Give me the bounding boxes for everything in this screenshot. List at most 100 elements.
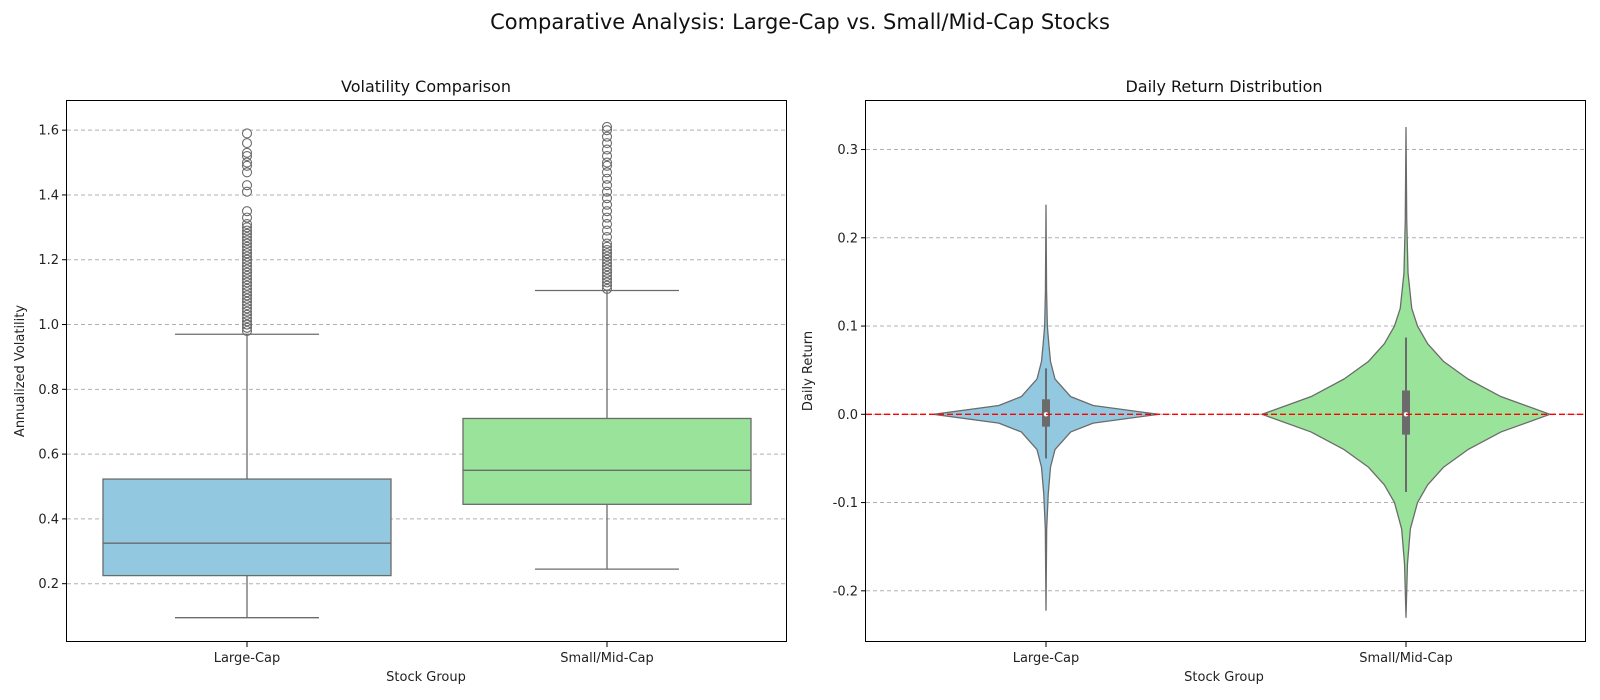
large-cap-outlier-point: [241, 186, 253, 197]
large-cap-outlier-point: [241, 303, 253, 314]
large-cap-outlier-point: [241, 261, 253, 272]
large-cap-outlier-point: [241, 167, 253, 178]
returns-panel-title: Daily Return Distribution: [1125, 77, 1322, 96]
large-cap-outlier-point: [241, 306, 253, 317]
small-mid-cap-outlier-point: [601, 270, 613, 281]
volatility-y-ticks: 0.2 0.4 0.6 0.8 1.0 1.2 1.4 1.6: [38, 124, 67, 592]
small-mid-cap-outlier-point: [601, 167, 613, 178]
large-cap-outlier-point: [241, 222, 253, 233]
large-cap-outlier-point: [241, 316, 253, 327]
large-cap-box-group: [102, 128, 392, 619]
x-tick-label: Large-Cap: [214, 651, 281, 666]
large-cap-outlier-point: [241, 228, 253, 239]
large-cap-outlier-point: [241, 270, 253, 281]
small-mid-cap-outlier-point: [601, 277, 613, 288]
large-cap-outlier-point: [241, 160, 253, 171]
large-cap-outlier-point: [241, 241, 253, 252]
large-cap-outlier-point: [241, 180, 253, 191]
volatility-x-axis-label: Stock Group: [386, 670, 466, 685]
small-mid-cap-outlier-point: [601, 261, 613, 272]
y-tick-label: 0.0: [837, 408, 858, 423]
small-mid-cap-outlier-point: [601, 274, 613, 285]
small-mid-cap-outlier-point: [601, 232, 613, 243]
y-tick-label: 1.0: [38, 318, 59, 333]
small-mid-cap-outlier-point: [601, 199, 613, 210]
y-tick-label: 0.8: [38, 383, 59, 398]
small-mid-cap-outlier-point: [601, 283, 613, 294]
volatility-panel-title: Volatility Comparison: [341, 77, 511, 96]
small-mid-cap-outlier-point: [601, 144, 613, 155]
small-mid-cap-outlier-point: [601, 280, 613, 291]
large-cap-outlier-point: [241, 280, 253, 291]
small-mid-cap-box-group: [462, 121, 752, 570]
y-tick-label: 1.6: [38, 124, 59, 139]
large-cap-outlier-point: [241, 254, 253, 265]
small-mid-cap-outlier-point: [601, 180, 613, 191]
large-cap-outlier-point: [241, 206, 253, 217]
volatility-x-ticks: Large-Cap Small/Mid-Cap: [214, 642, 654, 666]
large-cap-outlier-point: [241, 319, 253, 330]
small-mid-cap-outlier-point: [601, 225, 613, 236]
volatility-plot-frame: [66, 100, 787, 642]
y-tick-label: 0.1: [837, 320, 858, 335]
volatility-box-panel: Volatility Comparison 0.2 0.4 0.6 0.8 1.0 1.2…: [13, 77, 787, 685]
large-cap-iqr-box: [102, 478, 392, 577]
large-cap-outlier-point: [241, 257, 253, 269]
y-tick-label: 0.2: [837, 231, 858, 246]
large-cap-outlier-point: [241, 325, 253, 337]
large-cap-outlier-point: [241, 219, 253, 230]
small-mid-cap-outlier-point: [601, 173, 613, 184]
large-cap-outlier-point: [241, 244, 253, 256]
small-mid-cap-outlier-point: [601, 264, 613, 275]
volatility-y-axis-label: Annualized Volatility: [13, 305, 28, 437]
returns-x-ticks: Large-Cap Small/Mid-Cap: [1013, 642, 1453, 666]
y-tick-label: 1.2: [38, 253, 59, 268]
y-tick-label: 1.4: [38, 188, 59, 203]
small-mid-cap-outlier-point: [601, 244, 613, 256]
large-cap-outlier-point: [241, 251, 253, 262]
large-cap-outlier-point: [241, 157, 253, 168]
y-tick-label: 0.3: [837, 143, 858, 158]
returns-y-ticks: -0.2 -0.1 0.0 0.1 0.2 0.3: [833, 143, 866, 599]
large-cap-outlier-point: [241, 128, 253, 139]
small-mid-cap-outlier-point: [601, 241, 613, 252]
small-mid-cap-outlier-point: [601, 125, 613, 136]
large-cap-outlier-point: [241, 274, 253, 285]
large-cap-outlier-point: [241, 277, 253, 288]
returns-x-axis-label: Stock Group: [1184, 670, 1264, 685]
large-cap-outlier-point: [241, 309, 253, 320]
large-cap-outlier-point: [241, 267, 253, 278]
large-cap-outlier-point: [241, 290, 253, 301]
small-mid-cap-outlier-point: [601, 238, 613, 249]
large-cap-outlier-point: [241, 322, 253, 333]
y-tick-label: -0.2: [833, 584, 858, 599]
small-mid-cap-outlier-point: [601, 219, 613, 230]
small-mid-cap-outlier-point: [601, 121, 613, 132]
large-cap-outlier-point: [241, 138, 253, 149]
returns-plot-frame: [865, 100, 1586, 642]
small-mid-cap-outlier-point: [601, 254, 613, 265]
small-mid-cap-outlier-point: [601, 138, 613, 149]
figure-title: Comparative Analysis: Large-Cap vs. Smal…: [490, 10, 1110, 34]
x-tick-label: Large-Cap: [1013, 651, 1080, 666]
small-mid-cap-iqr-box: [462, 417, 752, 505]
x-tick-label: Small/Mid-Cap: [560, 651, 654, 666]
large-cap-outlier-point: [241, 248, 253, 259]
small-mid-cap-outlier-point: [601, 251, 613, 262]
large-cap-outlier-point: [241, 312, 253, 324]
small-mid-cap-outlier-point: [601, 257, 613, 269]
small-mid-cap-outlier-point: [601, 160, 613, 171]
returns-violins: [933, 126, 1551, 618]
small-mid-cap-violin-group: [1261, 126, 1551, 618]
y-tick-label: 0.2: [38, 577, 59, 592]
large-cap-outlier-point: [241, 238, 253, 249]
small-mid-cap-outlier-point: [601, 157, 613, 168]
large-cap-outlier-point: [241, 147, 253, 158]
large-cap-outlier-point: [241, 296, 253, 307]
returns-y-axis-label: Daily Return: [801, 331, 816, 411]
large-cap-outlier-point: [241, 151, 253, 162]
returns-gridlines: [866, 149, 1586, 592]
y-tick-label: 0.6: [38, 448, 59, 463]
large-cap-outlier-point: [241, 225, 253, 236]
